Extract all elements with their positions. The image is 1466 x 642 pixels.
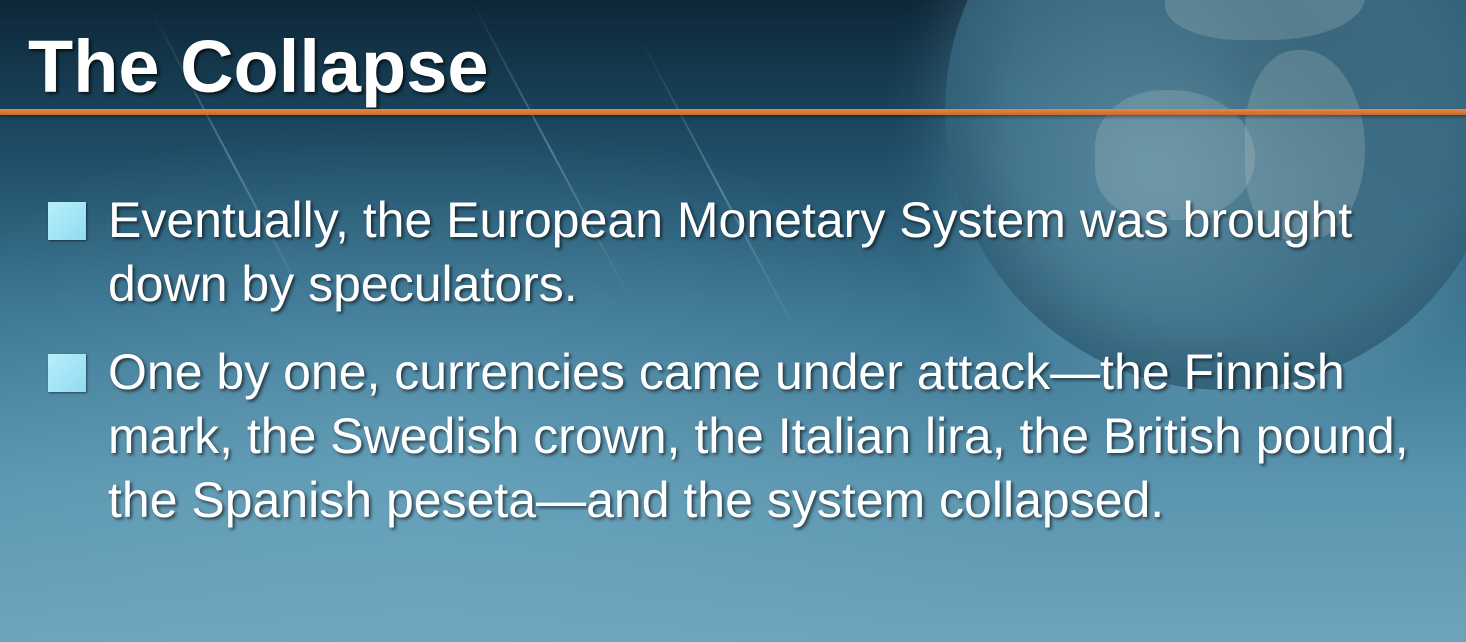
bullet-list: Eventually, the European Monetary System…	[48, 188, 1448, 556]
square-bullet-icon	[48, 354, 86, 392]
title-divider	[0, 109, 1466, 115]
title-bar: The Collapse	[0, 0, 1466, 110]
bullet-item: Eventually, the European Monetary System…	[48, 188, 1448, 316]
slide-title: The Collapse	[28, 25, 489, 108]
bullet-item: One by one, currencies came under attack…	[48, 340, 1448, 532]
square-bullet-icon	[48, 202, 86, 240]
bullet-text: One by one, currencies came under attack…	[108, 344, 1409, 528]
bullet-text: Eventually, the European Monetary System…	[108, 192, 1353, 312]
